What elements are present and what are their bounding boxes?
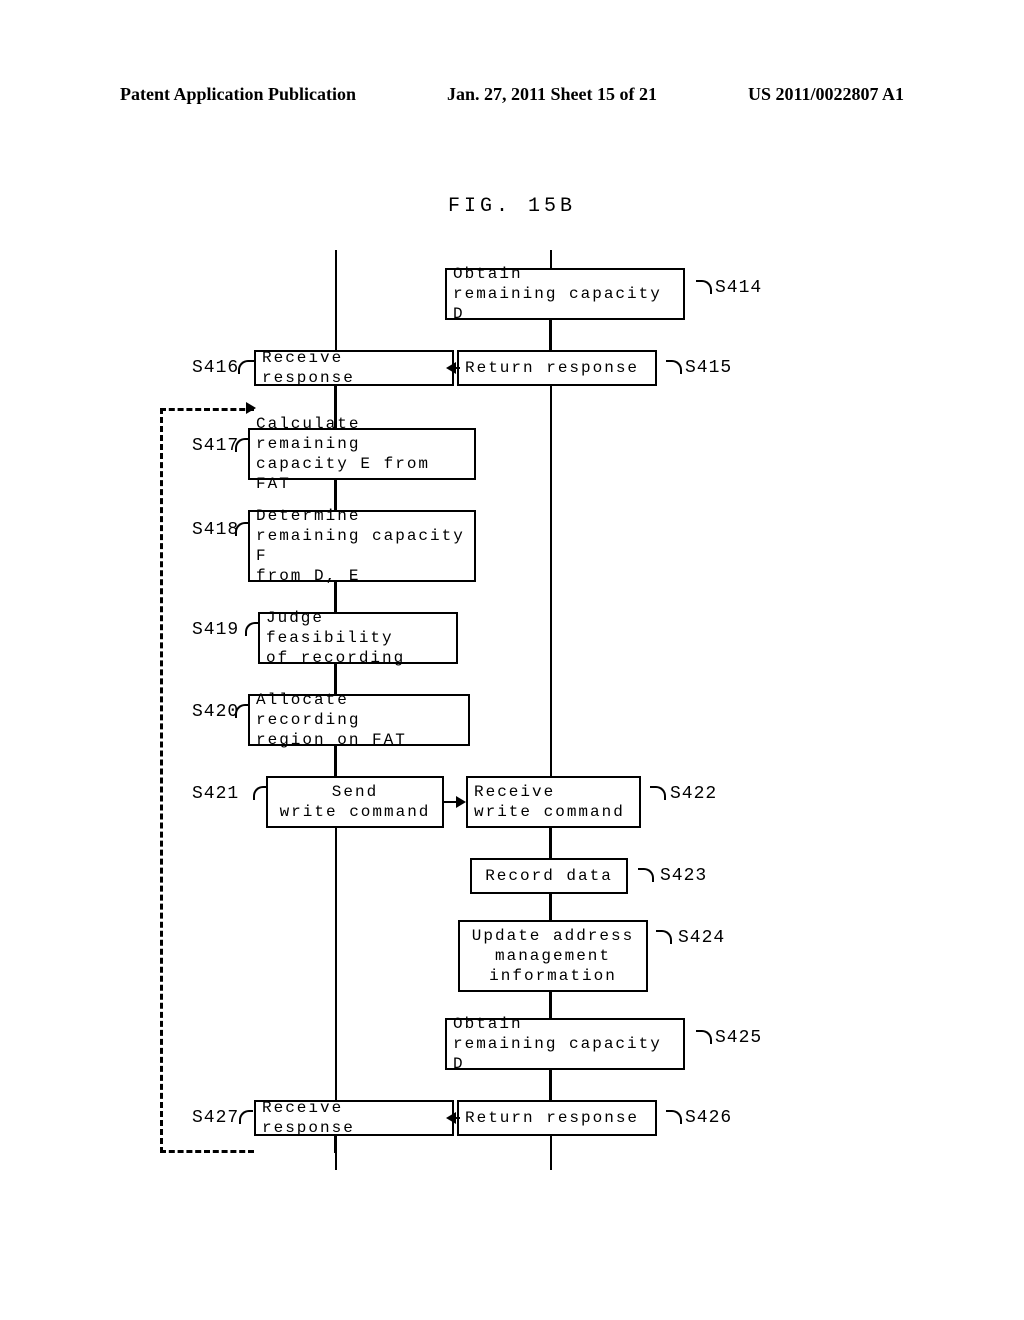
flowchart-diagram: Obtain remaining capacity D S414 Return … bbox=[150, 250, 870, 1180]
step-s422-text: Receive write command bbox=[474, 782, 625, 822]
page-header: Patent Application Publication Jan. 27, … bbox=[0, 84, 1024, 105]
step-s420-text: Allocate recording region on FAT bbox=[256, 690, 462, 750]
step-s426: Return response bbox=[457, 1100, 657, 1136]
step-s417-text: Calculate remaining capacity E from FAT bbox=[256, 414, 468, 494]
label-s418: S418 bbox=[192, 520, 239, 540]
arrow-s421-s422 bbox=[444, 801, 458, 803]
header-right: US 2011/0022807 A1 bbox=[748, 84, 904, 105]
label-s420: S420 bbox=[192, 702, 239, 722]
step-s427: Receive response bbox=[254, 1100, 454, 1136]
hook-s419 bbox=[245, 622, 259, 636]
label-s424: S424 bbox=[678, 928, 725, 948]
hook-s424 bbox=[656, 930, 672, 944]
label-s423: S423 bbox=[660, 866, 707, 886]
hook-s426 bbox=[666, 1110, 682, 1124]
step-s420: Allocate recording region on FAT bbox=[248, 694, 470, 746]
label-s421: S421 bbox=[192, 784, 239, 804]
hook-s416 bbox=[238, 360, 254, 374]
hook-s425 bbox=[696, 1030, 712, 1044]
step-s414: Obtain remaining capacity D bbox=[445, 268, 685, 320]
label-s414: S414 bbox=[715, 278, 762, 298]
hook-s418 bbox=[235, 522, 249, 536]
hook-s422 bbox=[650, 786, 666, 800]
arrow-s415-s416 bbox=[454, 367, 460, 369]
label-s422: S422 bbox=[670, 784, 717, 804]
label-s426: S426 bbox=[685, 1108, 732, 1128]
step-s421-text: Send write command bbox=[280, 782, 431, 822]
step-s419: Judge feasibility of recording bbox=[258, 612, 458, 664]
step-s414-text: Obtain remaining capacity D bbox=[453, 264, 677, 324]
step-s416: Receive response bbox=[254, 350, 454, 386]
step-s424: Update address management information bbox=[458, 920, 648, 992]
step-s423: Record data bbox=[470, 858, 628, 894]
stub-s414 bbox=[549, 320, 551, 350]
label-s417: S417 bbox=[192, 436, 239, 456]
step-s427-text: Receive response bbox=[262, 1098, 446, 1138]
label-s416: S416 bbox=[192, 358, 239, 378]
step-s418: Determine remaining capacity F from D, E bbox=[248, 510, 476, 582]
label-s419: S419 bbox=[192, 620, 239, 640]
step-s424-text: Update address management information bbox=[472, 926, 634, 986]
step-s421: Send write command bbox=[266, 776, 444, 828]
hook-s417 bbox=[235, 438, 249, 452]
label-s415: S415 bbox=[685, 358, 732, 378]
step-s419-text: Judge feasibility of recording bbox=[266, 608, 450, 668]
step-s422: Receive write command bbox=[466, 776, 641, 828]
step-s415: Return response bbox=[457, 350, 657, 386]
hook-s423 bbox=[638, 868, 654, 882]
loop-arrow bbox=[246, 408, 248, 410]
step-s417: Calculate remaining capacity E from FAT bbox=[248, 428, 476, 480]
arrow-s426-s427 bbox=[454, 1117, 460, 1119]
step-s426-text: Return response bbox=[465, 1108, 639, 1128]
step-s425: Obtain remaining capacity D bbox=[445, 1018, 685, 1070]
figure-title: FIG. 15B bbox=[0, 195, 1024, 218]
stub-s420 bbox=[334, 746, 336, 776]
hook-s420 bbox=[235, 704, 249, 718]
label-s427: S427 bbox=[192, 1108, 239, 1128]
step-s418-text: Determine remaining capacity F from D, E bbox=[256, 506, 468, 586]
hook-s421 bbox=[253, 786, 267, 800]
stub-s425 bbox=[549, 1070, 551, 1100]
step-s423-text: Record data bbox=[485, 866, 613, 886]
hook-s414 bbox=[696, 280, 712, 294]
header-center: Jan. 27, 2011 Sheet 15 of 21 bbox=[447, 84, 657, 105]
label-s425: S425 bbox=[715, 1028, 762, 1048]
step-s425-text: Obtain remaining capacity D bbox=[453, 1014, 677, 1074]
stub-s423 bbox=[549, 894, 551, 920]
step-s416-text: Receive response bbox=[262, 348, 446, 388]
hook-s427 bbox=[239, 1110, 253, 1124]
stub-s422 bbox=[549, 828, 551, 858]
step-s415-text: Return response bbox=[465, 358, 639, 378]
hook-s415 bbox=[666, 360, 682, 374]
stub-s427 bbox=[334, 1136, 336, 1153]
header-left: Patent Application Publication bbox=[120, 84, 356, 105]
